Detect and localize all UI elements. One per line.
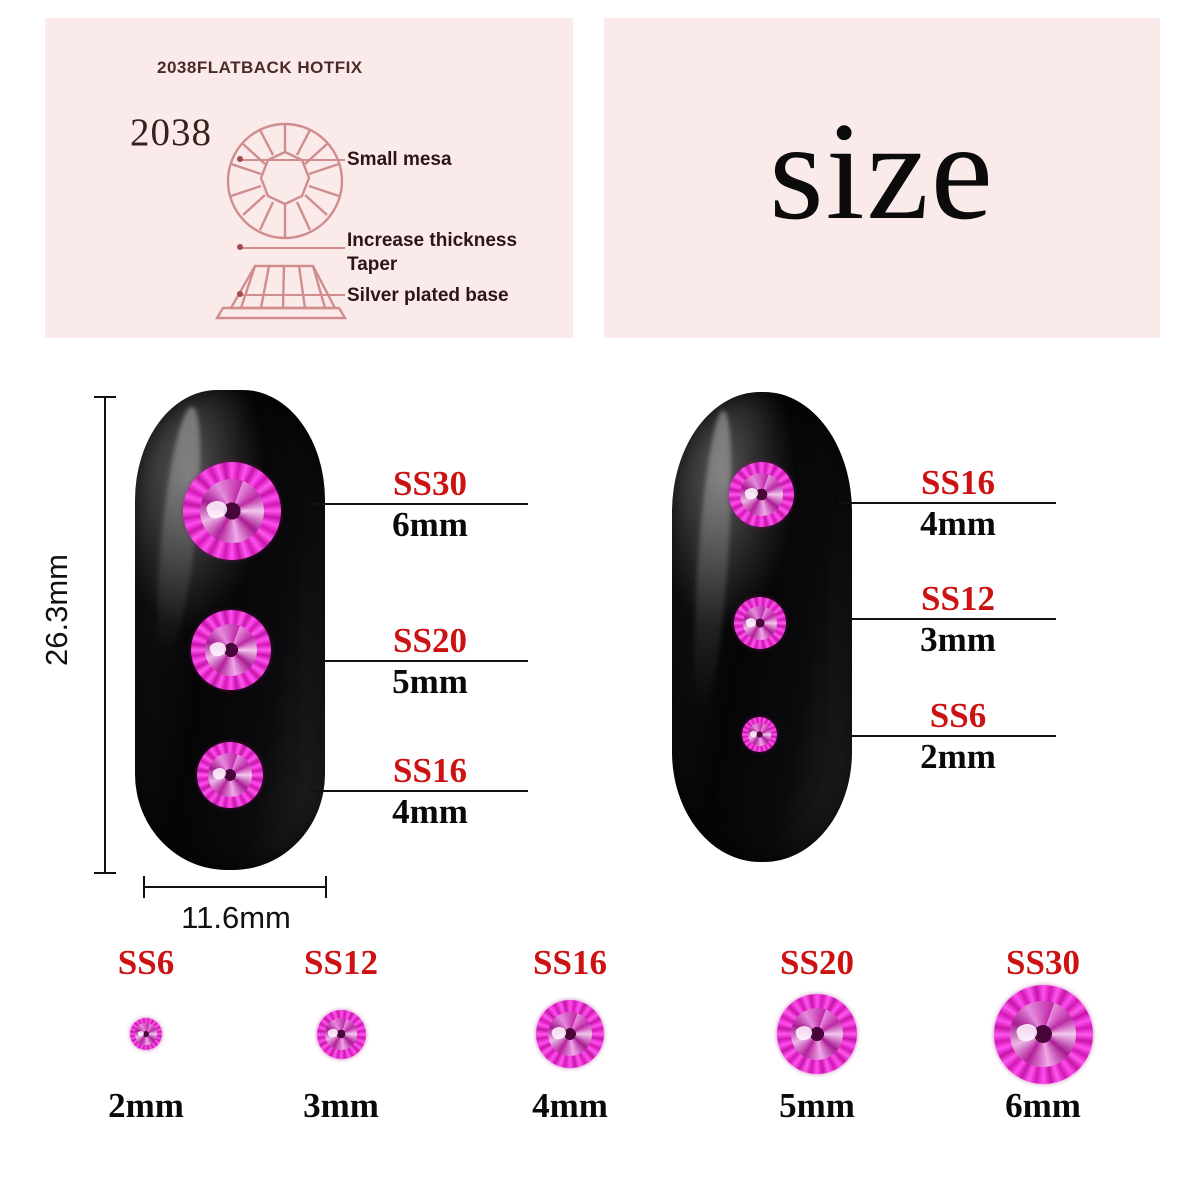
legend-ss-label: SS16 bbox=[533, 943, 607, 982]
legend-item-ss16: SS16 4mm bbox=[490, 945, 650, 1123]
rhinestone-ss6-on-nail bbox=[742, 717, 777, 752]
product-code-label: 2038 bbox=[130, 111, 212, 154]
legend-ss-label: SS6 bbox=[117, 943, 175, 982]
legend-ss-label: SS12 bbox=[304, 943, 378, 982]
rhinestone-ss16-on-nail bbox=[197, 742, 263, 808]
rhinestone-ss16-sample bbox=[536, 1000, 604, 1068]
callout-mm-label: 2mm bbox=[920, 737, 996, 776]
rhinestone-inner-facets bbox=[135, 1023, 157, 1045]
rhinestone-ss30-sample bbox=[993, 984, 1093, 1084]
callout-label-taper: Taper bbox=[347, 254, 398, 275]
nail-gloss-highlight bbox=[687, 409, 739, 711]
callout-rule bbox=[838, 735, 1056, 737]
legend-mm-label: 4mm bbox=[532, 1086, 608, 1125]
leader-dot-silver-plated-base bbox=[237, 291, 243, 297]
leader-dot-small-mesa bbox=[237, 156, 243, 162]
size-heading: size bbox=[769, 94, 995, 249]
spec-panel: 2038FLATBACK HOTFIX 2038 bbox=[45, 18, 573, 338]
legend-item-ss6: SS6 2mm bbox=[66, 945, 226, 1123]
rhinestone-top-view-diagram bbox=[226, 122, 344, 240]
callout-rule bbox=[838, 618, 1056, 620]
legend-mm-label: 2mm bbox=[108, 1086, 184, 1125]
rhinestone-ss6-sample bbox=[130, 1018, 162, 1050]
height-dimension-label: 26.3mm bbox=[39, 554, 74, 666]
nail-swatch-right bbox=[672, 392, 852, 862]
leader-dot-increase-thickness bbox=[237, 244, 243, 250]
callout-mm-label: 5mm bbox=[392, 662, 468, 701]
callout-rule bbox=[310, 660, 528, 662]
callout-mm-label: 4mm bbox=[920, 504, 996, 543]
size-panel bbox=[604, 18, 1160, 338]
leader-line-silver-plated-base bbox=[240, 294, 345, 296]
rhinestone-ss20-sample bbox=[777, 994, 857, 1074]
legend-ss-label: SS20 bbox=[780, 943, 854, 982]
callout-rule bbox=[838, 502, 1056, 504]
callout-ss-label: SS20 bbox=[393, 621, 467, 661]
width-dimension-line bbox=[143, 886, 327, 888]
callout-ss-label: SS12 bbox=[921, 579, 995, 619]
callout-rule bbox=[310, 790, 528, 792]
callout-rule bbox=[310, 503, 528, 505]
callout-mm-label: 6mm bbox=[392, 505, 468, 544]
callout-ss-label: SS16 bbox=[921, 463, 995, 503]
rhinestone-side-view-diagram bbox=[214, 264, 348, 320]
legend-mm-label: 6mm bbox=[1005, 1086, 1081, 1125]
legend-gem-wrap bbox=[963, 980, 1123, 1088]
nail-swatch-left bbox=[135, 390, 325, 870]
height-dimension-line bbox=[104, 396, 106, 874]
rhinestone-ss12-on-nail bbox=[734, 597, 786, 649]
callout-mm-label: 3mm bbox=[920, 620, 996, 659]
rhinestone-ss30-on-nail bbox=[183, 462, 281, 560]
callout-ss-label: SS6 bbox=[929, 696, 987, 736]
legend-mm-label: 5mm bbox=[779, 1086, 855, 1125]
legend-item-ss30: SS30 6mm bbox=[963, 945, 1123, 1123]
legend-gem-wrap bbox=[737, 980, 897, 1088]
rhinestone-inner-facets bbox=[747, 722, 772, 747]
rhinestone-ss12-sample bbox=[316, 1009, 366, 1059]
legend-gem-wrap bbox=[261, 980, 421, 1088]
callout-ss-label: SS16 bbox=[393, 751, 467, 791]
callout-ss-label: SS30 bbox=[393, 464, 467, 504]
callout-label-increase-thickness: Increase thickness bbox=[347, 230, 518, 251]
height-dimension-cap-bottom bbox=[94, 872, 116, 874]
legend-item-ss12: SS12 3mm bbox=[261, 945, 421, 1123]
width-dimension-cap-right bbox=[325, 876, 327, 898]
legend-gem-wrap bbox=[490, 980, 650, 1088]
callout-label-silver-plated-base: Silver plated base bbox=[347, 285, 509, 306]
leader-line-increase-thickness bbox=[240, 247, 345, 249]
rhinestone-ss16-on-nail bbox=[729, 462, 794, 527]
height-dimension-cap-top bbox=[94, 396, 116, 398]
legend-gem-wrap bbox=[66, 980, 226, 1088]
legend-ss-label: SS30 bbox=[1006, 943, 1080, 982]
rhinestone-ss20-on-nail bbox=[191, 610, 271, 690]
width-dimension-label: 11.6mm bbox=[181, 900, 291, 935]
callout-mm-label: 4mm bbox=[392, 792, 468, 831]
spec-panel-title: 2038FLATBACK HOTFIX bbox=[157, 58, 363, 77]
callout-label-small-mesa: Small mesa bbox=[347, 149, 452, 170]
width-dimension-cap-left bbox=[143, 876, 145, 898]
legend-mm-label: 3mm bbox=[303, 1086, 379, 1125]
leader-line-small-mesa bbox=[240, 159, 345, 161]
legend-item-ss20: SS20 5mm bbox=[737, 945, 897, 1123]
